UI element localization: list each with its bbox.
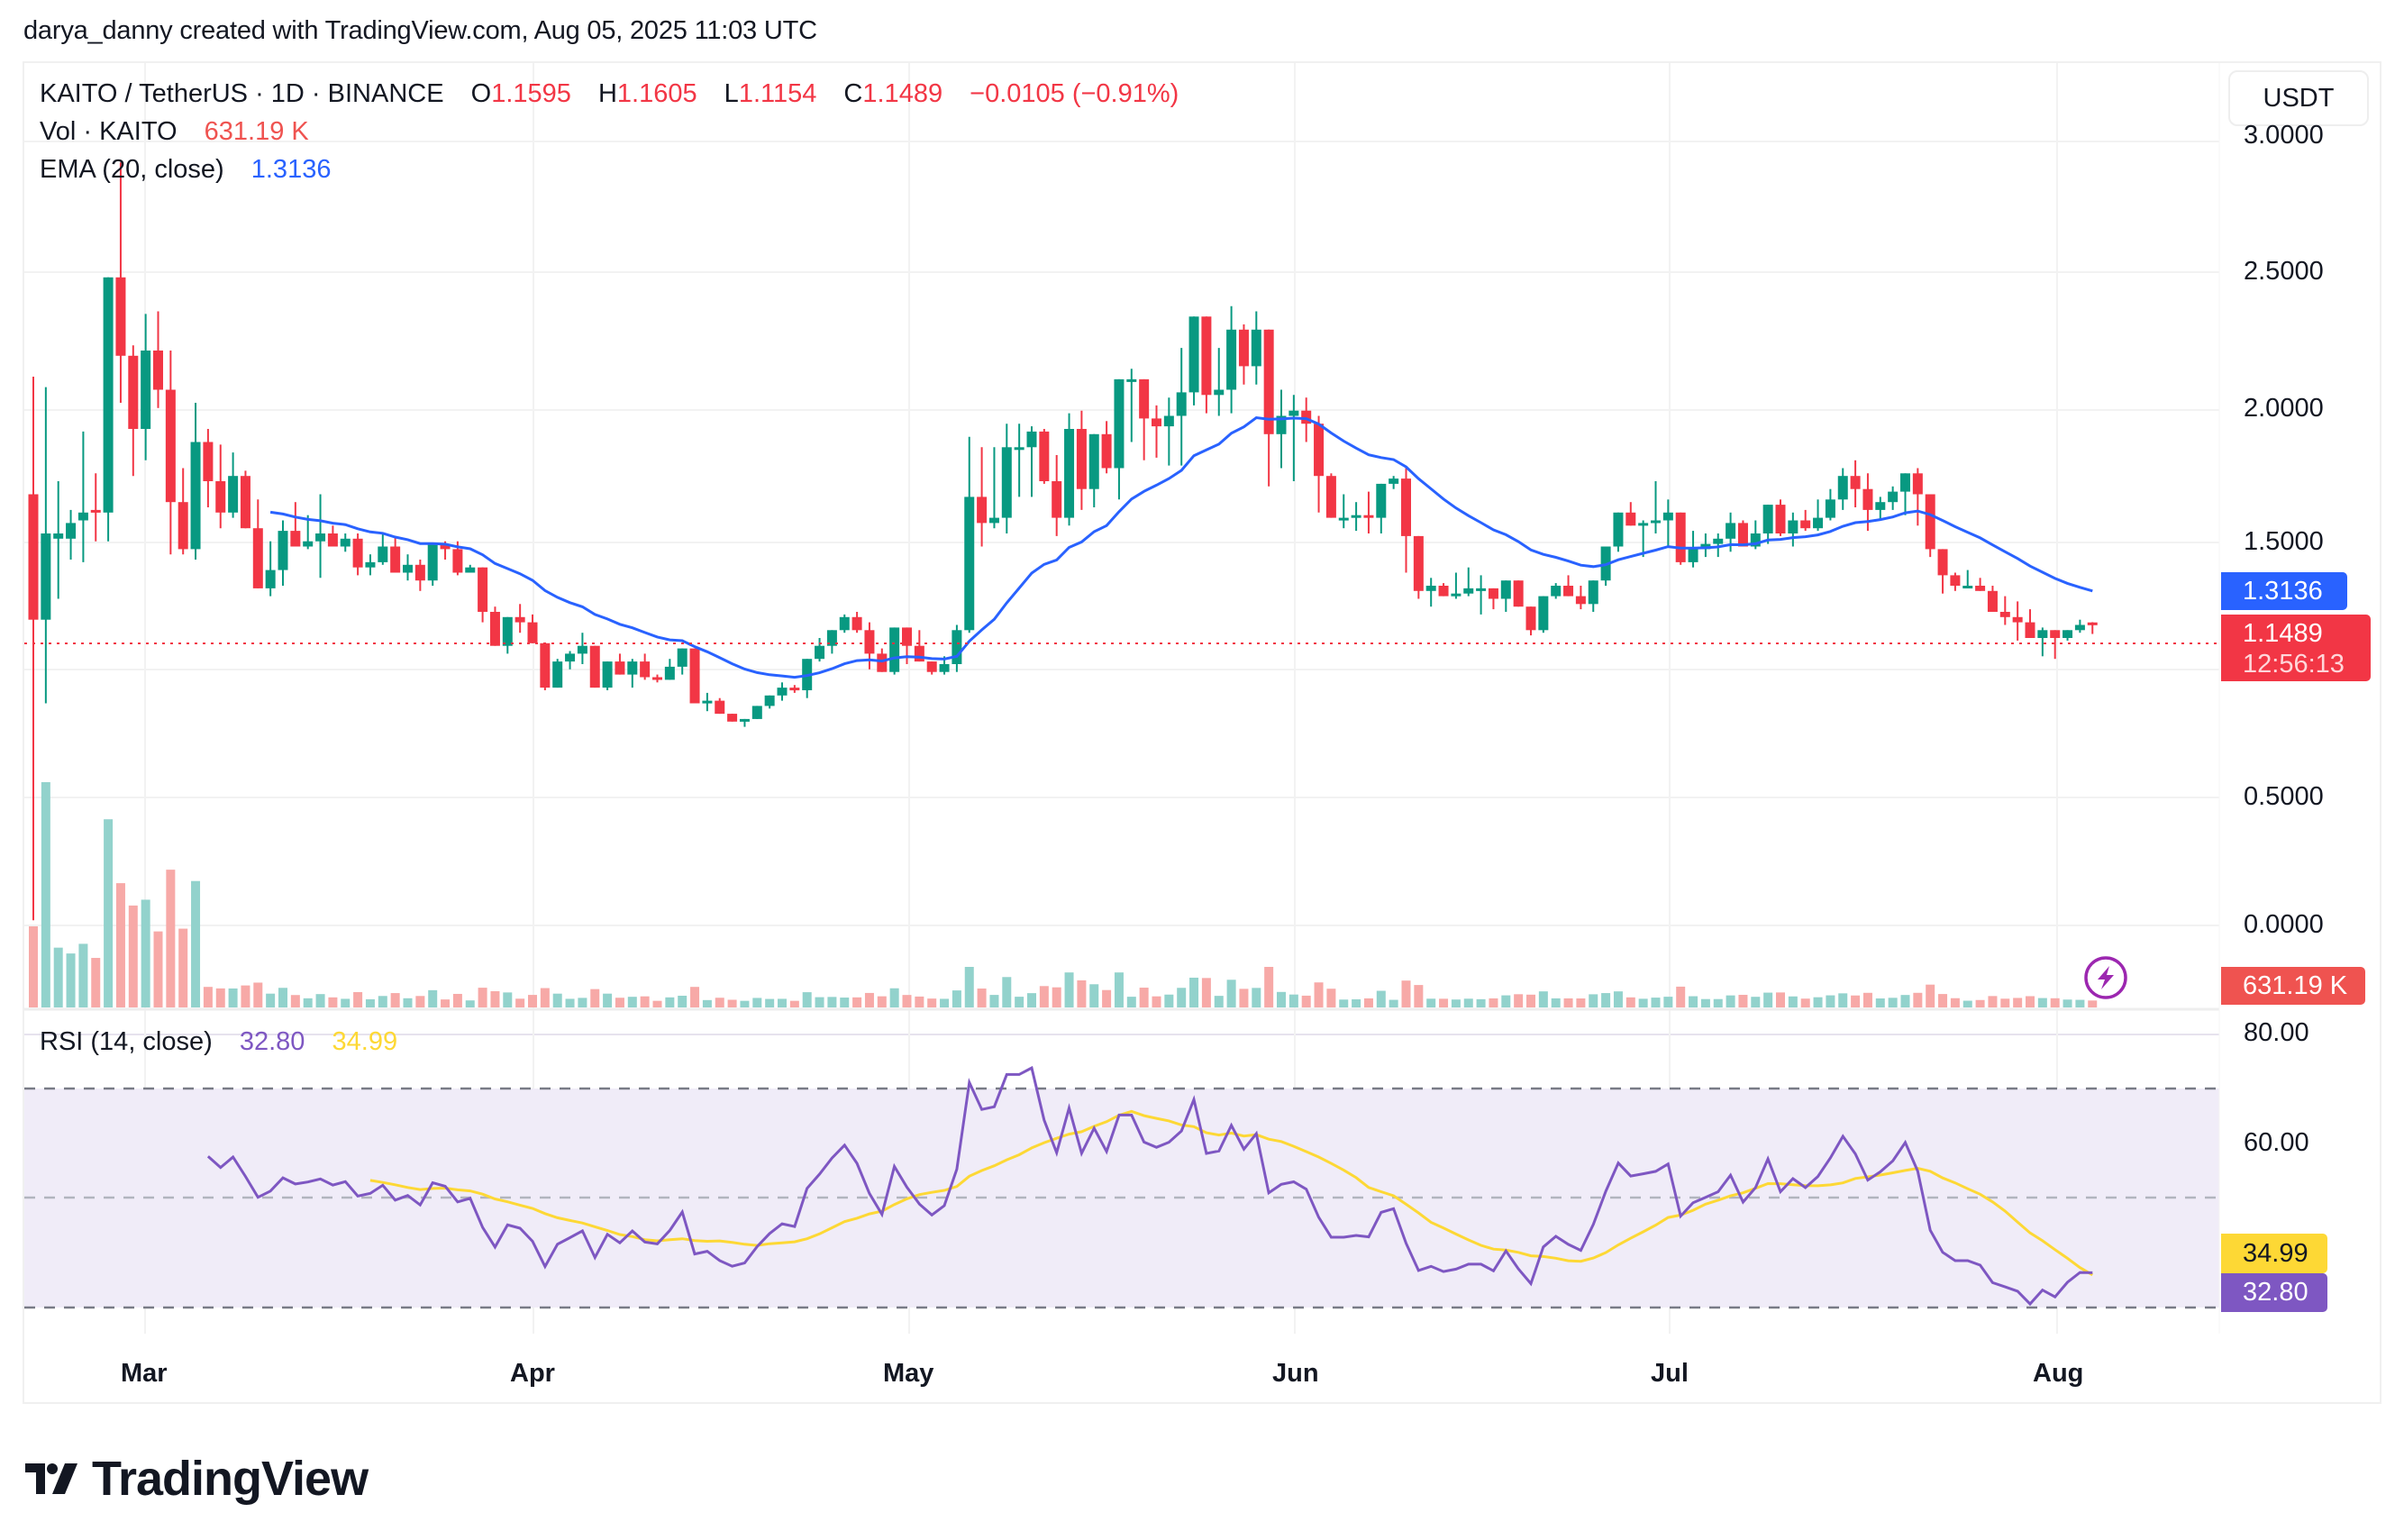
rsi-tag: 32.80 (2221, 1273, 2327, 1312)
rsi-ma-tag: 34.99 (2221, 1234, 2327, 1273)
rsi-levels (24, 1087, 2219, 1309)
last-price-tag: 1.1489 12:56:13 (2221, 615, 2371, 681)
bar-countdown: 12:56:13 (2243, 650, 2345, 679)
time-tick-apr: Apr (510, 1359, 555, 1388)
tradingview-wordmark: TradingView (92, 1452, 369, 1506)
price-tick-3: 3.0000 (2244, 121, 2324, 150)
rsi-tick-80: 80.00 (2244, 1018, 2309, 1047)
volume-value: 631.19 K (204, 117, 309, 146)
high-label: H (597, 79, 617, 108)
price-tick-0: 0.0000 (2244, 910, 2324, 939)
tradingview-logo[interactable]: TradingView (25, 1451, 369, 1507)
time-tick-mar: Mar (121, 1359, 168, 1388)
lightning-alert-icon[interactable] (2083, 955, 2128, 1000)
rsi-value: 32.80 (239, 1027, 305, 1056)
ema-price-tag: 1.3136 (2221, 572, 2347, 610)
candlesticks (28, 162, 2098, 921)
low-value: 1.1154 (738, 79, 817, 108)
rsi-line (206, 1065, 2093, 1307)
volume-label: Vol · KAITO (40, 117, 178, 146)
last-price-value: 1.1489 (2243, 619, 2323, 648)
symbol-legend[interactable]: KAITO / TetherUS · 1D · BINANCE O1.1595 … (40, 79, 1182, 109)
price-tick-1-5: 1.5000 (2244, 527, 2324, 556)
volume-tag: 631.19 K (2221, 967, 2365, 1005)
close-label: C (843, 79, 863, 108)
rsi-ma-line (369, 1109, 2094, 1277)
open-label: O (470, 79, 492, 108)
time-tick-jul: Jul (1651, 1359, 1689, 1388)
ema-value: 1.3136 (250, 155, 332, 184)
chart-frame (23, 61, 2381, 1404)
tradingview-logo-icon (25, 1463, 77, 1494)
time-tick-aug: Aug (2033, 1359, 2084, 1388)
time-tick-jun: Jun (1272, 1359, 1319, 1388)
high-value: 1.1605 (616, 79, 697, 108)
volume-legend[interactable]: Vol · KAITO 631.19 K (40, 117, 313, 147)
ema-legend[interactable]: EMA (20, close) 1.3136 (40, 155, 334, 185)
low-label: L (724, 79, 739, 108)
price-tick-0-5: 0.5000 (2244, 782, 2324, 811)
volume-bars (29, 782, 2098, 1007)
price-tick-2: 2.0000 (2244, 394, 2324, 423)
rsi-label: RSI (14, close) (40, 1027, 213, 1056)
price-tick-2-5: 2.5000 (2244, 257, 2324, 286)
ema-label: EMA (20, close) (40, 155, 224, 184)
change-value: −0.0105 (−0.91%) (970, 79, 1179, 108)
rsi-legend[interactable]: RSI (14, close) 32.80 34.99 (40, 1027, 401, 1057)
open-value: 1.1595 (491, 79, 571, 108)
chart-credit: darya_danny created with TradingView.com… (23, 16, 817, 45)
rsi-tick-60: 60.00 (2244, 1128, 2309, 1157)
time-tick-may: May (883, 1359, 934, 1388)
rsi-ma-value: 34.99 (332, 1027, 398, 1056)
symbol-title: KAITO / TetherUS · 1D · BINANCE (40, 79, 444, 108)
ema-line (269, 415, 2093, 679)
currency-button[interactable]: USDT (2228, 70, 2369, 126)
close-value: 1.1489 (862, 79, 943, 108)
